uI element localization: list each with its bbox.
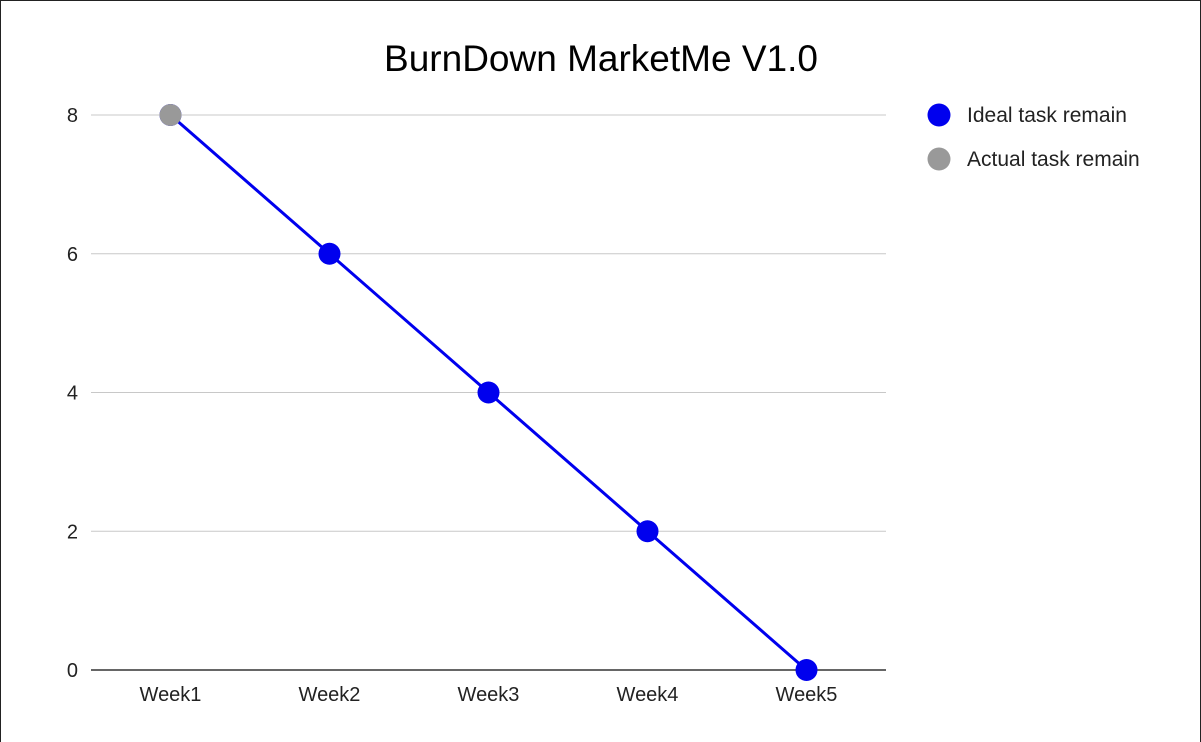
legend-marker [927,147,951,171]
data-point [636,520,659,543]
y-tick-label: 8 [67,105,78,127]
data-point [159,104,182,126]
legend-label: Ideal task remain [967,104,1127,127]
chart-title: BurnDown MarketMe V1.0 [384,38,818,79]
legend-label: Actual task remain [967,148,1140,171]
y-tick-label: 0 [67,660,78,682]
y-tick-label: 6 [67,244,78,266]
data-point [477,381,500,404]
data-point [795,659,818,681]
legend-marker [927,103,951,127]
data-point [318,242,341,265]
y-axis-ticks: 0 2 4 6 8 [67,105,78,682]
legend: Ideal task remain Actual task remain [927,103,1140,171]
series-points [159,104,818,681]
x-tick-label: Week5 [776,684,838,706]
x-tick-label: Week2 [299,684,361,706]
x-tick-label: Week3 [458,684,520,706]
y-tick-label: 4 [67,383,78,405]
x-tick-label: Week4 [617,684,679,706]
x-tick-label: Week1 [140,684,202,706]
y-tick-label: 2 [67,521,78,543]
x-axis-ticks: Week1 Week2 Week3 Week4 Week5 [140,684,838,706]
